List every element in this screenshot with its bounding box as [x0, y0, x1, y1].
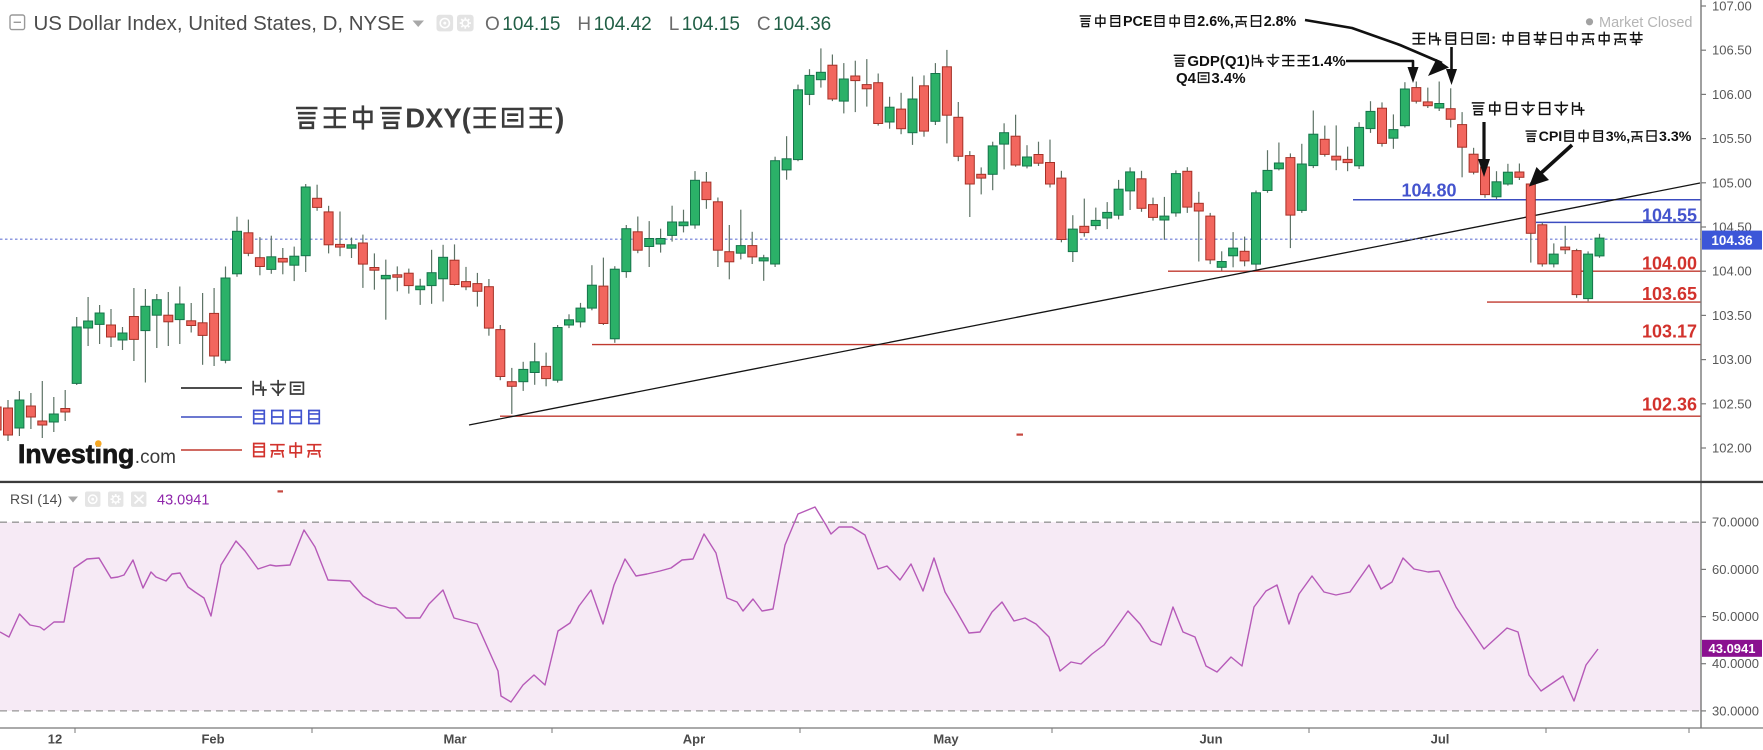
- svg-text:May: May: [933, 732, 959, 747]
- svg-text:70.0000: 70.0000: [1712, 515, 1759, 530]
- svg-text:102.00: 102.00: [1712, 441, 1752, 456]
- svg-text:3.4%: 3.4%: [1211, 70, 1245, 87]
- svg-text:104.36: 104.36: [1711, 233, 1753, 248]
- svg-text:Apr: Apr: [683, 732, 705, 747]
- svg-text:104.36: 104.36: [773, 14, 831, 35]
- svg-text:30.0000: 30.0000: [1712, 703, 1759, 718]
- svg-text:102.50: 102.50: [1712, 396, 1752, 411]
- svg-text:50.0000: 50.0000: [1712, 609, 1759, 624]
- svg-text:103.00: 103.00: [1712, 352, 1752, 367]
- svg-text:106.50: 106.50: [1712, 43, 1752, 58]
- svg-text:106.00: 106.00: [1712, 87, 1752, 102]
- svg-text:Jun: Jun: [1199, 732, 1222, 747]
- svg-text:RSI (14): RSI (14): [10, 491, 62, 507]
- svg-text:): ): [555, 102, 564, 133]
- svg-text:43.0941: 43.0941: [1709, 641, 1756, 656]
- svg-text:104.42: 104.42: [594, 14, 652, 35]
- svg-text:12: 12: [48, 732, 62, 747]
- svg-text:40.0000: 40.0000: [1712, 656, 1759, 671]
- svg-text:104.00: 104.00: [1642, 253, 1697, 273]
- svg-text:CPI: CPI: [1539, 129, 1563, 145]
- svg-text:103.65: 103.65: [1642, 284, 1697, 304]
- svg-text:PCE: PCE: [1123, 14, 1152, 30]
- svg-text:.com: .com: [135, 447, 176, 468]
- svg-text:C: C: [757, 14, 771, 35]
- svg-text:104.15: 104.15: [502, 14, 560, 35]
- svg-text::: :: [1491, 31, 1496, 48]
- svg-text:43.0941: 43.0941: [157, 493, 209, 509]
- svg-text:104.15: 104.15: [682, 14, 740, 35]
- svg-text:3%,: 3%,: [1606, 129, 1630, 145]
- svg-text:105.00: 105.00: [1712, 175, 1752, 190]
- svg-text:105.50: 105.50: [1712, 131, 1752, 146]
- svg-text:US Dollar Index, United States: US Dollar Index, United States, D, NYSE: [34, 13, 405, 35]
- svg-text:Q4: Q4: [1176, 70, 1197, 87]
- svg-text:103.17: 103.17: [1642, 322, 1697, 342]
- svg-text:GDP(Q1): GDP(Q1): [1187, 53, 1250, 70]
- svg-text:104.55: 104.55: [1642, 206, 1697, 226]
- svg-text:Jul: Jul: [1431, 732, 1450, 747]
- svg-text:104.00: 104.00: [1712, 264, 1752, 279]
- svg-text:Investing: Investing: [18, 439, 134, 469]
- svg-text:O: O: [485, 14, 500, 35]
- svg-text:3.3%: 3.3%: [1659, 129, 1692, 145]
- svg-text:DXY(: DXY(: [405, 102, 472, 133]
- svg-text:2.6%,: 2.6%,: [1197, 14, 1234, 30]
- svg-text:103.50: 103.50: [1712, 308, 1752, 323]
- svg-text:107.00: 107.00: [1712, 0, 1752, 14]
- svg-text:102.36: 102.36: [1642, 394, 1697, 414]
- svg-text:Feb: Feb: [201, 732, 224, 747]
- svg-text:L: L: [669, 14, 680, 35]
- svg-text:2.8%: 2.8%: [1264, 14, 1297, 30]
- svg-text:H: H: [577, 14, 591, 35]
- svg-text:104.80: 104.80: [1401, 181, 1456, 201]
- svg-text:Market Closed: Market Closed: [1599, 15, 1692, 31]
- svg-text:1.4%: 1.4%: [1312, 53, 1346, 70]
- svg-text:60.0000: 60.0000: [1712, 562, 1759, 577]
- svg-text:Mar: Mar: [443, 732, 466, 747]
